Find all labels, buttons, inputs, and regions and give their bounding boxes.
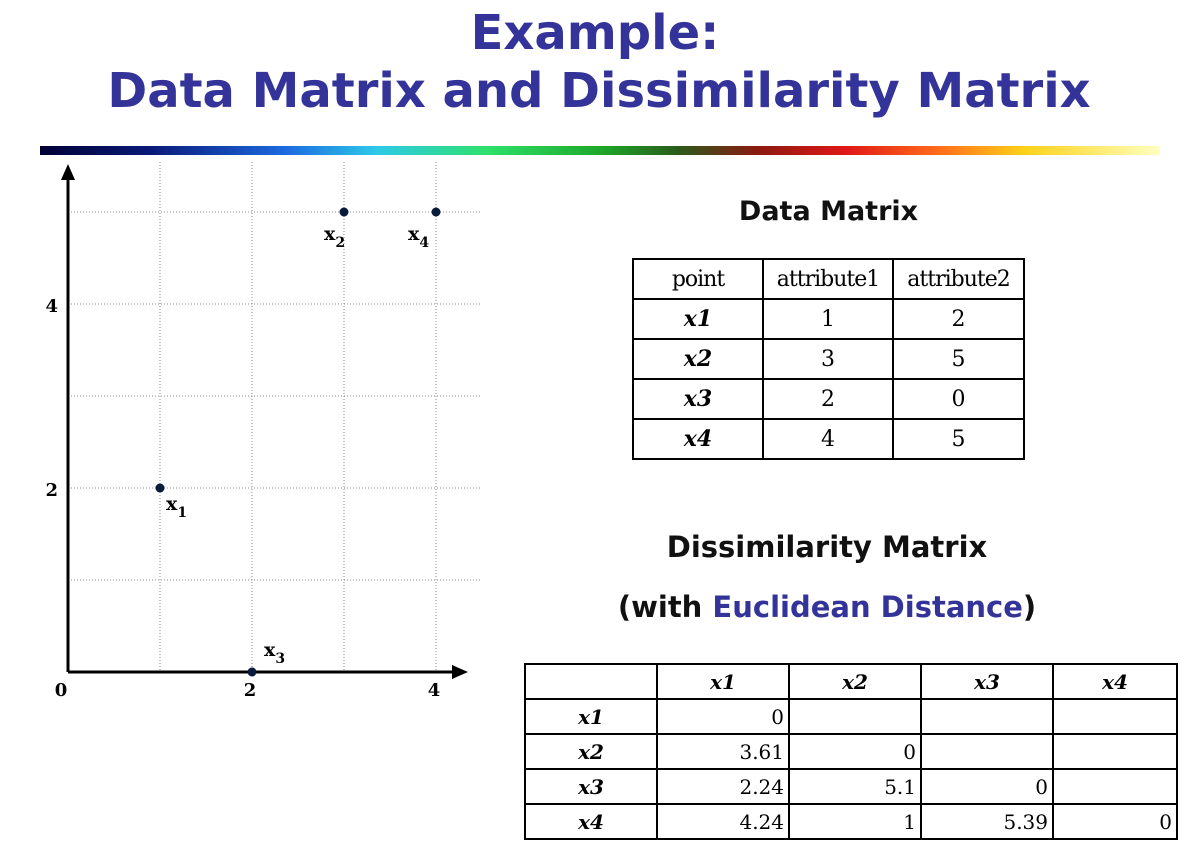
point-cell: x3 <box>632 378 764 420</box>
distance-cell: 3.61 <box>656 733 790 770</box>
value-cell: 5 <box>892 418 1025 460</box>
point-label-subscript: 2 <box>335 235 345 251</box>
corner-cell <box>524 663 658 700</box>
value-cell: 4 <box>762 418 894 460</box>
data-point <box>155 483 165 493</box>
data-point <box>431 207 441 217</box>
title-line-2: Data Matrix and Dissimilarity Matrix <box>107 63 1091 119</box>
y-tick-label: 2 <box>45 480 58 501</box>
column-header: attribute1 <box>762 258 894 300</box>
dissimilarity-matrix-table: x1 x2 x3 x4 x1 0 x2 3.61 0 x3 2.24 5.1 0 <box>524 663 1178 840</box>
row-header: x4 <box>524 803 658 840</box>
distance-cell: 0 <box>788 733 922 770</box>
distance-cell: 5.1 <box>788 768 922 805</box>
value-cell: 2 <box>892 298 1025 340</box>
distance-cell <box>1052 768 1178 805</box>
distance-cell <box>1052 733 1178 770</box>
column-header: x2 <box>788 663 922 700</box>
column-header: attribute2 <box>892 258 1025 300</box>
point-cell: x1 <box>632 298 764 340</box>
table-row: x4 4.24 1 5.39 0 <box>524 803 1178 840</box>
rainbow-divider <box>40 146 1160 155</box>
distance-cell: 0 <box>920 768 1054 805</box>
point-cell: x2 <box>632 338 764 380</box>
dissimilarity-subheading: (with Euclidean Distance) <box>560 590 1094 624</box>
x-tick-label: 4 <box>428 680 441 701</box>
subheading-suffix: ) <box>1022 590 1037 624</box>
y-axis-arrow <box>61 164 75 180</box>
distance-cell: 0 <box>1052 803 1178 840</box>
data-matrix-header-row: point attribute1 attribute2 <box>632 258 1025 300</box>
origin-label: 0 <box>55 680 68 701</box>
tick-labels: 0 2 4 2 4 <box>45 296 440 701</box>
distance-cell: 0 <box>656 698 790 735</box>
distance-cell <box>920 733 1054 770</box>
point-label-subscript: 4 <box>419 235 429 251</box>
value-cell: 1 <box>762 298 894 340</box>
point-label: x2 <box>324 223 345 251</box>
axes <box>61 164 468 679</box>
point-label-subscript: 1 <box>177 505 187 521</box>
y-tick-label: 4 <box>45 296 58 317</box>
distance-cell <box>788 698 922 735</box>
slide-title: Example: Data Matrix and Dissimilarity M… <box>0 4 1198 120</box>
column-header: x3 <box>920 663 1054 700</box>
dissimilarity-header-row: x1 x2 x3 x4 <box>524 663 1178 700</box>
distance-cell: 2.24 <box>656 768 790 805</box>
table-row: x2 3.61 0 <box>524 733 1178 770</box>
point-label-subscript: 3 <box>275 651 285 667</box>
row-header: x2 <box>524 733 658 770</box>
data-point <box>247 667 257 677</box>
table-row: x2 3 5 <box>632 338 1025 380</box>
x-tick-label: 2 <box>244 680 257 701</box>
distance-cell <box>920 698 1054 735</box>
data-points: x1 x2 x3 x4 <box>155 207 441 677</box>
table-row: x3 2 0 <box>632 378 1025 420</box>
point-label: x1 <box>166 493 187 521</box>
value-cell: 3 <box>762 338 894 380</box>
value-cell: 5 <box>892 338 1025 380</box>
subheading-prefix: (with <box>617 590 713 624</box>
subheading-highlight: Euclidean Distance <box>712 590 1023 624</box>
point-cell: x4 <box>632 418 764 460</box>
distance-cell: 5.39 <box>920 803 1054 840</box>
table-row: x4 4 5 <box>632 418 1025 460</box>
value-cell: 2 <box>762 378 894 420</box>
column-header: x1 <box>656 663 790 700</box>
distance-cell <box>1052 698 1178 735</box>
table-row: x3 2.24 5.1 0 <box>524 768 1178 805</box>
data-point <box>339 207 349 217</box>
column-header: point <box>632 258 764 300</box>
data-matrix-table: point attribute1 attribute2 x1 1 2 x2 3 … <box>632 258 1025 460</box>
scatter-plot: 0 2 4 2 4 x1 x2 x3 x4 <box>45 162 480 701</box>
table-row: x1 1 2 <box>632 298 1025 340</box>
title-line-1: Example: <box>470 5 720 61</box>
row-header: x3 <box>524 768 658 805</box>
point-label: x4 <box>408 223 429 251</box>
column-header: x4 <box>1052 663 1178 700</box>
row-header: x1 <box>524 698 658 735</box>
value-cell: 0 <box>892 378 1025 420</box>
distance-cell: 1 <box>788 803 922 840</box>
grid-lines <box>68 162 480 672</box>
table-row: x1 0 <box>524 698 1178 735</box>
dissimilarity-matrix-heading: Dissimilarity Matrix <box>666 530 988 564</box>
point-label: x3 <box>264 639 285 667</box>
distance-cell: 4.24 <box>656 803 790 840</box>
x-axis-arrow <box>452 665 468 679</box>
data-matrix-heading: Data Matrix <box>738 196 919 227</box>
